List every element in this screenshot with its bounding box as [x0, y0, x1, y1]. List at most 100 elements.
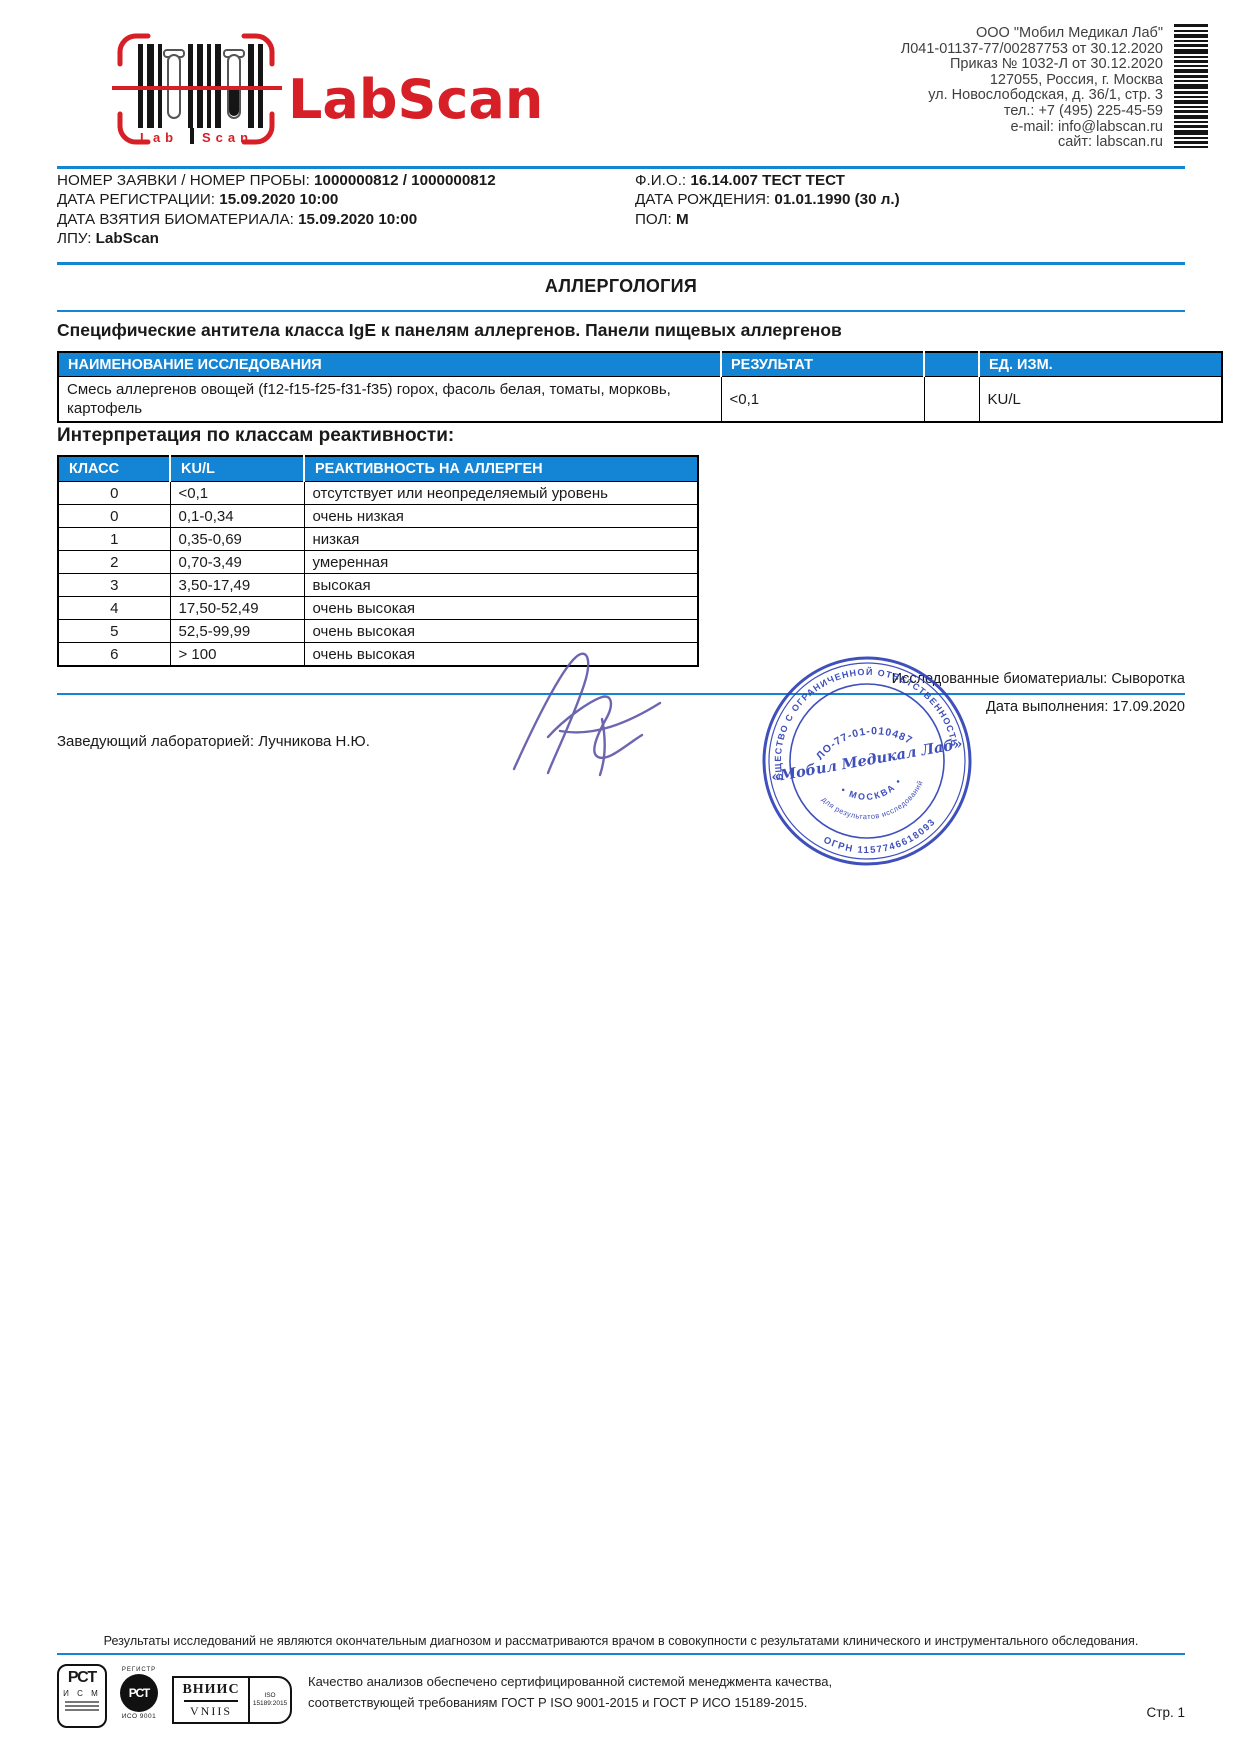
biomaterial-date-line: ДАТА ВЗЯТИЯ БИОМАТЕРИАЛА: 15.09.2020 10:…	[57, 210, 418, 228]
page-number: Стр. 1	[1146, 1705, 1185, 1720]
logo-small-left-label: Lab	[140, 130, 178, 145]
barcode-icon	[1174, 24, 1208, 148]
interp-row: 1 0,35-0,69 низкая	[57, 527, 699, 551]
interp-cell: умеренная	[303, 550, 699, 574]
interp-cell: > 100	[169, 642, 305, 667]
vniis-divider	[184, 1700, 238, 1702]
interp-cell: 0	[57, 481, 171, 505]
quality-line: Качество анализов обеспечено сертифициро…	[308, 1674, 833, 1689]
interp-cell: 52,5-99,99	[169, 619, 305, 643]
rst-circle-icon: РСТ	[120, 1674, 158, 1712]
company-line: e-mail: info@labscan.ru	[1010, 118, 1163, 135]
iso15189-label: ISO 15189:2015	[248, 1678, 290, 1722]
interp-cell: очень высокая	[303, 619, 699, 643]
panel-title: Специфические антитела класса IgE к пане…	[57, 320, 842, 340]
section-divider	[57, 262, 1185, 265]
logo-frame-brackets	[117, 33, 275, 145]
interp-cell: 6	[57, 642, 171, 667]
results-col-result: РЕЗУЛЬТАТ	[720, 351, 925, 377]
interpretation-table: КЛАСС KU/L РЕАКТИВНОСТЬ НА АЛЛЕРГЕН 0 <0,…	[57, 455, 699, 667]
test-tube-filled-icon	[223, 49, 245, 119]
interp-cell: очень высокая	[303, 596, 699, 620]
interp-cell: 0,35-0,69	[169, 527, 305, 551]
test-tube-icon	[163, 49, 185, 119]
registration-date-line: ДАТА РЕГИСТРАЦИИ: 15.09.2020 10:00	[57, 191, 339, 209]
fine-print-lines	[65, 1701, 99, 1711]
results-col-name: НАИМЕНОВАНИЕ ИССЛЕДОВАНИЯ	[57, 351, 722, 377]
stamp-city-text: • МОСКВА •	[838, 774, 907, 807]
rst-circle-mark: РСТ	[128, 1686, 150, 1700]
flag-cell	[923, 376, 980, 423]
logo-small-right-label: Scan	[202, 130, 253, 145]
unit-cell: KU/L	[978, 376, 1223, 423]
interp-cell: отсутствует или неопределяемый уровень	[303, 481, 699, 505]
interp-cell: <0,1	[169, 481, 305, 505]
quality-statement: Качество анализов обеспечено сертифициро…	[308, 1671, 832, 1713]
completion-date-label: Дата выполнения: 17.09.2020	[986, 699, 1185, 715]
company-line: тел.: +7 (495) 225-45-59	[1003, 102, 1163, 119]
patient-info-left: НОМЕР ЗАЯВКИ / НОМЕР ПРОБЫ: 1000000812 /…	[57, 171, 496, 248]
interp-cell: 0,70-3,49	[169, 550, 305, 574]
request-number-line: НОМЕР ЗАЯВКИ / НОМЕР ПРОБЫ: 1000000812 /…	[57, 172, 496, 189]
interp-col-react: РЕАКТИВНОСТЬ НА АЛЛЕРГЕН	[303, 455, 699, 482]
interp-row: 4 17,50-52,49 очень высокая	[57, 596, 699, 620]
company-line: Приказ № 1032-Л от 30.12.2020	[949, 56, 1163, 73]
company-line: сайт: labscan.ru	[1057, 134, 1163, 151]
interp-cell: 2	[57, 550, 171, 574]
interp-cell: очень низкая	[303, 504, 699, 528]
quality-line: соответствующей требованиям ГОСТ Р ISO 9…	[308, 1695, 808, 1710]
results-table: НАИМЕНОВАНИЕ ИССЛЕДОВАНИЯ РЕЗУЛЬТАТ ЕД. …	[57, 351, 1223, 423]
signature-icon	[512, 652, 662, 777]
test-name-cell: Смесь аллергенов овощей (f12-f15-f25-f31…	[57, 376, 722, 423]
vniis-name-block: ВНИИС VNIIS	[174, 1678, 248, 1722]
ism-caption: И С М	[63, 1689, 101, 1698]
results-col-flag	[923, 351, 980, 377]
vniis-ru-label: ВНИИС	[182, 1682, 240, 1697]
stamp-center-text: «Мобил Медикал Лаб»	[770, 735, 964, 785]
company-info-block: ООО "Мобил Медикал Лаб" Л041-01137-77/00…	[901, 25, 1163, 151]
svg-text:• МОСКВА •: • МОСКВА •	[838, 774, 907, 807]
interp-cell: низкая	[303, 527, 699, 551]
cert-ism-logo: РСТ И С М	[57, 1664, 107, 1728]
results-header-row: НАИМЕНОВАНИЕ ИССЛЕДОВАНИЯ РЕЗУЛЬТАТ ЕД. …	[57, 351, 1223, 377]
interp-col-ku: KU/L	[169, 455, 305, 482]
lpu-line: ЛПУ: LabScan	[57, 229, 159, 247]
interp-cell: высокая	[303, 573, 699, 597]
labscan-logo-icon: Lab Scan LabScan	[112, 33, 542, 145]
interp-row: 6 > 100 очень высокая	[57, 642, 699, 667]
page-title: АЛЛЕРГОЛОГИЯ	[544, 276, 698, 296]
cert-registr-logo: РЕГИСТР РСТ ИСО 9001	[115, 1667, 163, 1720]
interpretation-title: Интерпретация по классам реактивности:	[57, 425, 455, 446]
rst-mark-icon: РСТ	[67, 1669, 97, 1686]
disclaimer-text: Результаты исследований не являются окон…	[103, 1634, 1139, 1648]
logo-scan-line	[112, 86, 282, 90]
meta-divider	[57, 693, 1185, 695]
patient-name-line: Ф.И.О.: 16.14.007 ТЕСТ ТЕСТ	[635, 172, 845, 189]
iso9001-caption: ИСО 9001	[121, 1713, 157, 1720]
logo-wordmark: LabScan	[288, 68, 542, 131]
cert-vniis-logo: ВНИИС VNIIS ISO 15189:2015	[172, 1676, 292, 1724]
interp-cell: 3,50-17,49	[169, 573, 305, 597]
interp-row: 2 0,70-3,49 умеренная	[57, 550, 699, 574]
interp-cell: 0	[57, 504, 171, 528]
interp-col-class: КЛАСС	[57, 455, 171, 482]
registr-caption: РЕГИСТР	[121, 1667, 157, 1673]
company-line: 127055, Россия, г. Москва	[989, 71, 1163, 88]
sex-line: ПОЛ: М	[635, 210, 689, 228]
patient-info-right: Ф.И.О.: 16.14.007 ТЕСТ ТЕСТ ДАТА РОЖДЕНИ…	[635, 171, 900, 229]
company-line: ООО "Мобил Медикал Лаб"	[975, 25, 1163, 41]
thin-divider	[57, 310, 1185, 312]
logo-bottom-bar	[190, 128, 194, 144]
interp-cell: 0,1-0,34	[169, 504, 305, 528]
interp-row: 0 <0,1 отсутствует или неопределяемый уров…	[57, 481, 699, 505]
interp-header-row: КЛАСС KU/L РЕАКТИВНОСТЬ НА АЛЛЕРГЕН	[57, 455, 699, 482]
interp-row: 3 3,50-17,49 высокая	[57, 573, 699, 597]
interp-cell: 4	[57, 596, 171, 620]
company-line: ул. Новослободская, д. 36/1, стр. 3	[928, 87, 1163, 104]
results-col-unit: ЕД. ИЗМ.	[978, 351, 1223, 377]
vniis-en-label: VNIIS	[190, 1703, 232, 1718]
results-row: Смесь аллергенов овощей (f12-f15-f25-f31…	[57, 376, 1223, 423]
lab-stamp-icon: ОБЩЕСТВО С ОГРАНИЧЕННОЙ ОТВЕТСТВЕННОСТЬЮ…	[756, 650, 972, 866]
interp-cell: очень высокая	[303, 642, 699, 667]
